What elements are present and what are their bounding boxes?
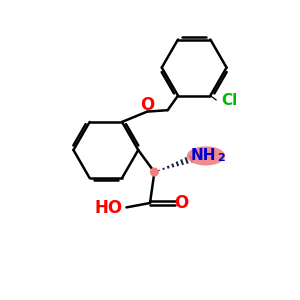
Text: O: O bbox=[140, 96, 155, 114]
Text: NH: NH bbox=[191, 148, 216, 163]
Ellipse shape bbox=[187, 146, 225, 166]
Text: Cl: Cl bbox=[221, 92, 238, 107]
Text: O: O bbox=[174, 194, 189, 212]
Text: 2: 2 bbox=[217, 153, 224, 163]
Circle shape bbox=[151, 168, 158, 176]
Text: HO: HO bbox=[95, 199, 123, 217]
